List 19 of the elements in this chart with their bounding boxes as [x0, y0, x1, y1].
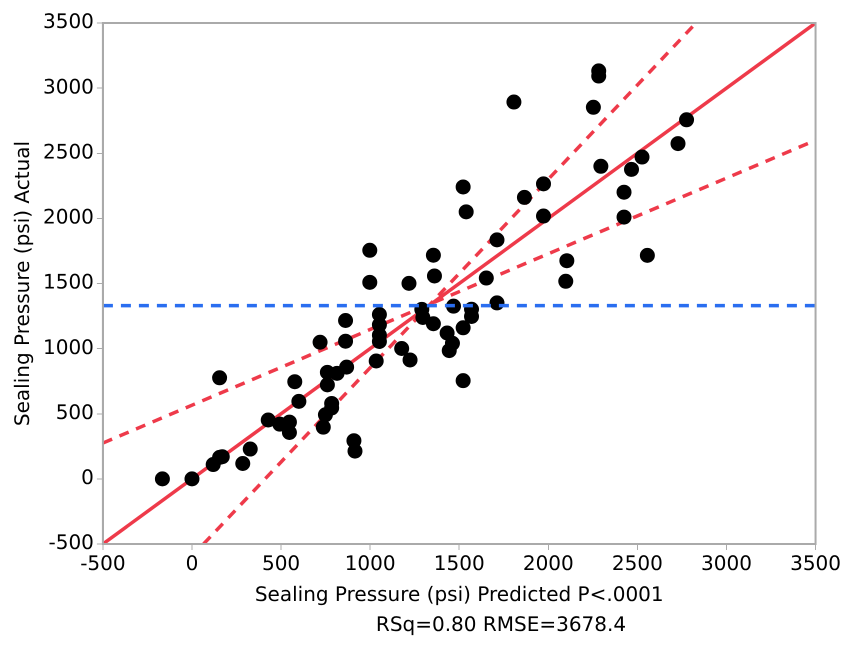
x-tick-label: 1500 [434, 551, 485, 576]
y-tick-label: 0 [81, 465, 94, 490]
y-axis-title: Sealing Pressure (psi) Actual [10, 140, 34, 426]
y-tick-label: 500 [56, 400, 94, 424]
y-tick-label: 3000 [42, 74, 94, 98]
x-tick-label: 2500 [612, 551, 663, 576]
y-tick-label: 1000 [42, 334, 94, 359]
x-tick-label: 3500 [790, 551, 842, 576]
x-tick-label: 1000 [344, 551, 396, 576]
x-tick-label: 500 [262, 551, 300, 576]
x-axis-title: Sealing Pressure (psi) Predicted P<.0001 [254, 582, 664, 606]
y-tick-label: 3500 [42, 9, 94, 34]
x-tick-label: 3000 [701, 551, 752, 576]
x-tick-label: 0 [186, 551, 198, 576]
y-tick-label: 2000 [42, 204, 94, 229]
y-tick-label: 2500 [42, 139, 94, 164]
y-tick-label: 1500 [42, 270, 94, 294]
x-tick-label: 2000 [522, 551, 574, 576]
text: RSq=0.80 RMSE=3678.4 [374, 612, 628, 636]
